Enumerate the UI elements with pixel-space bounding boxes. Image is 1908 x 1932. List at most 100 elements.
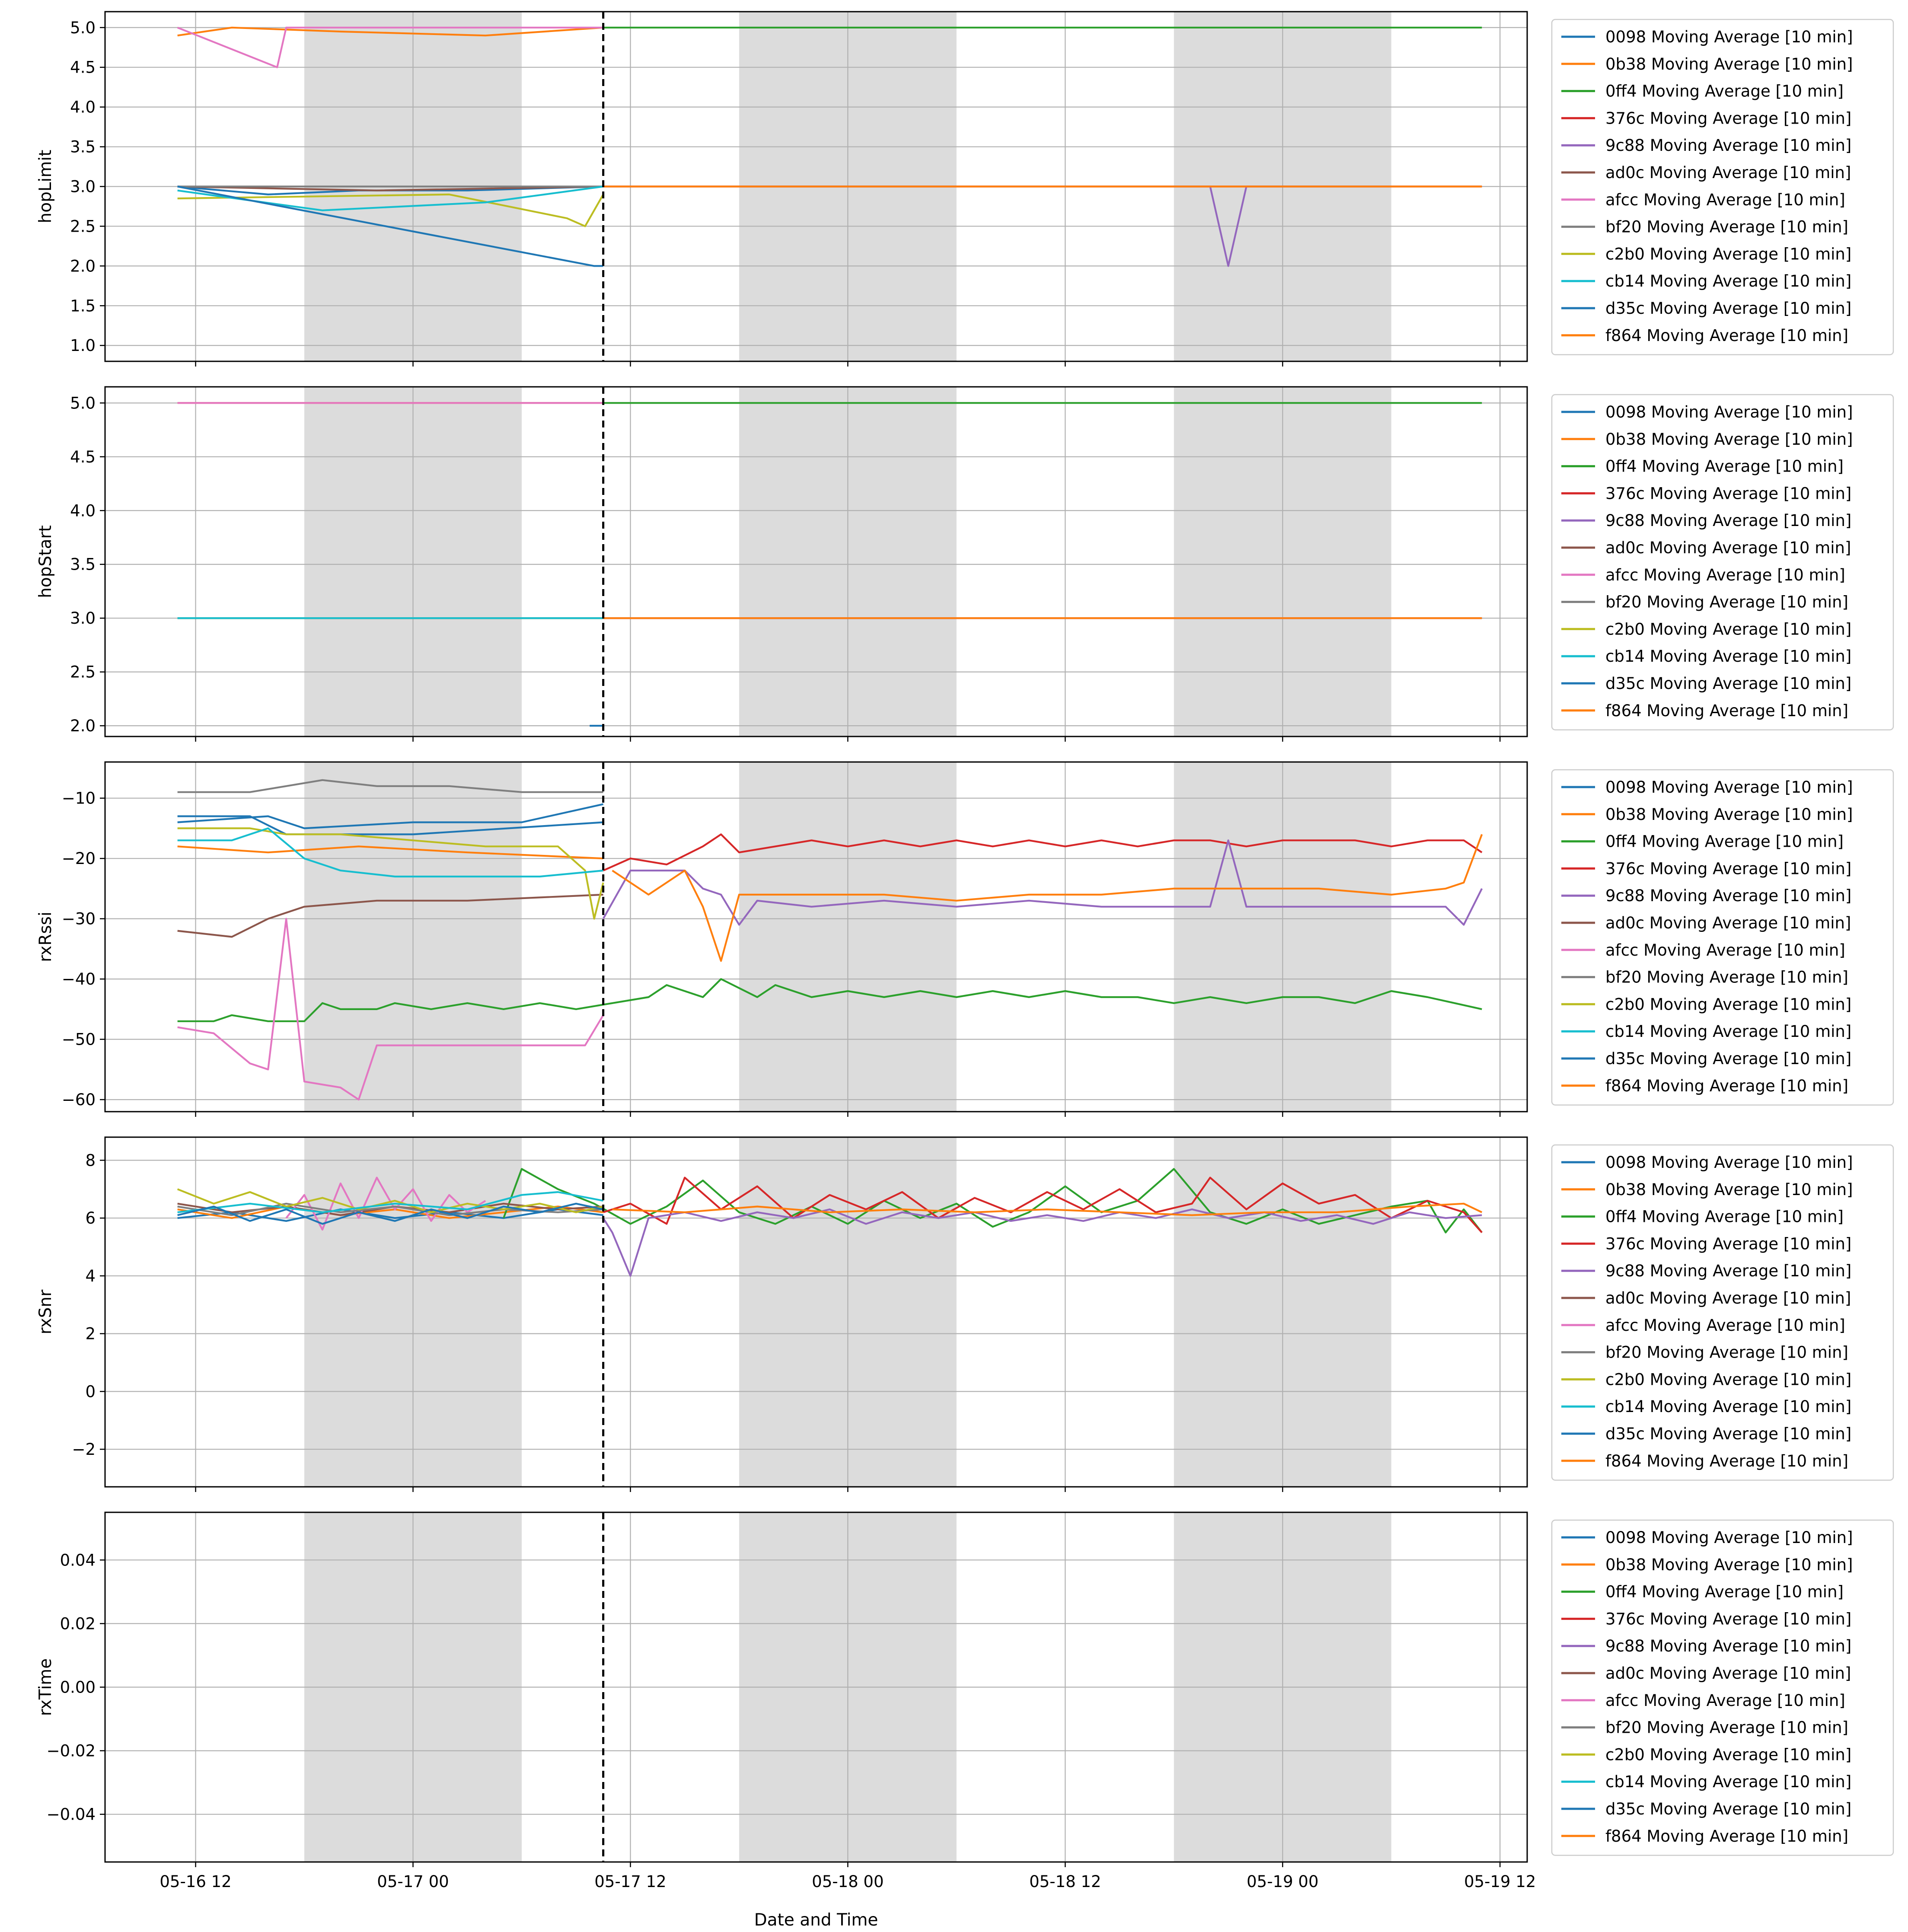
legend-entry: 0b38 Moving Average [10 min] — [1605, 1180, 1853, 1199]
legend-frame — [1551, 769, 1894, 1106]
legend-entry: ad0c Moving Average [10 min] — [1605, 1664, 1851, 1683]
series-line — [177, 893, 603, 938]
legend-entry: f864 Moving Average [10 min] — [1605, 1077, 1848, 1095]
legend: 0098 Moving Average [10 min] 0b38 Moving … — [1551, 394, 1894, 730]
series-group — [177, 1168, 1483, 1277]
legend-entry: d35c Moving Average [10 min] — [1605, 1800, 1851, 1818]
legend-entry: 0ff4 Moving Average [10 min] — [1605, 1208, 1844, 1226]
legend-frame — [1551, 394, 1894, 730]
y-tick-label: 8 — [85, 1151, 96, 1170]
y-tick-label: 4.5 — [70, 58, 96, 77]
series-line — [177, 779, 603, 793]
y-tick-label: −60 — [62, 1090, 96, 1109]
legend-entry: afcc Moving Average [10 min] — [1605, 941, 1845, 960]
x-tick-label: 05-19 12 — [1464, 1872, 1536, 1891]
series-line — [285, 1176, 486, 1231]
plot-frame — [104, 386, 1528, 737]
legend-entry: ad0c Moving Average [10 min] — [1605, 914, 1851, 932]
legend-entry: ad0c Moving Average [10 min] — [1605, 1289, 1851, 1307]
y-tick-label: −0.04 — [47, 1805, 96, 1824]
legend-entry: 0098 Moving Average [10 min] — [1605, 28, 1853, 46]
subplot-hopLimit: 1.0 1.5 2.0 2.5 3.0 3.5 4.0 4.5 5.0 hopLimit 0098 … — [36, 11, 1894, 367]
y-tick-label: 3.5 — [70, 138, 96, 156]
y-tick-label: 2.5 — [70, 217, 96, 236]
y-tick-label: 4.0 — [70, 501, 96, 520]
legend-entry: d35c Moving Average [10 min] — [1605, 1049, 1851, 1068]
legend-entry: 9c88 Moving Average [10 min] — [1605, 1637, 1851, 1655]
legend-entry: bf20 Moving Average [10 min] — [1605, 593, 1848, 612]
y-tick-label: −0.02 — [47, 1742, 96, 1760]
series-line — [177, 1191, 603, 1213]
x-axis-title: Date and Time — [754, 1910, 878, 1930]
legend-entry: 376c Moving Average [10 min] — [1605, 859, 1851, 878]
subplot-rxRssi: −60 −50 −40 −30 −20 −10 rxRssi 0098 Moving Aver… — [36, 761, 1894, 1117]
x-tick-label: 05-18 00 — [812, 1872, 884, 1891]
y-tick-label: 6 — [85, 1209, 96, 1227]
legend-entry: 9c88 Moving Average [10 min] — [1605, 1262, 1851, 1280]
y-tick-label: 4 — [85, 1267, 96, 1285]
legend-entry: 376c Moving Average [10 min] — [1605, 109, 1851, 128]
x-tick-label: 05-16 12 — [160, 1872, 231, 1891]
series-line — [177, 978, 1482, 1022]
y-tick-label: 5.0 — [70, 394, 96, 412]
legend-entry: 0b38 Moving Average [10 min] — [1605, 805, 1853, 824]
legend-entry: d35c Moving Average [10 min] — [1605, 1425, 1851, 1443]
y-axis-title: rxRssi — [36, 912, 55, 962]
series-line — [503, 1168, 1483, 1234]
legend-frame — [1551, 1144, 1894, 1481]
legend-entry: c2b0 Moving Average [10 min] — [1605, 245, 1851, 263]
y-tick-label: −40 — [62, 970, 96, 988]
x-tick-label: 05-19 00 — [1247, 1872, 1318, 1891]
legend-entry: 0ff4 Moving Average [10 min] — [1605, 1583, 1844, 1601]
series-group — [177, 402, 1482, 727]
legend-entry: cb14 Moving Average [10 min] — [1605, 1022, 1851, 1041]
y-tick-label: 2.0 — [70, 717, 96, 735]
x-tick-label: 05-18 12 — [1029, 1872, 1101, 1891]
y-tick-label: 0.04 — [60, 1551, 96, 1569]
legend-entry: 0b38 Moving Average [10 min] — [1605, 1556, 1853, 1574]
series-line — [177, 1202, 603, 1225]
legend-entry: 0098 Moving Average [10 min] — [1605, 403, 1853, 421]
y-tick-label: 3.0 — [70, 178, 96, 196]
legend-entry: c2b0 Moving Average [10 min] — [1605, 620, 1851, 638]
legend-entry: ad0c Moving Average [10 min] — [1605, 539, 1851, 557]
legend-entry: afcc Moving Average [10 min] — [1605, 566, 1845, 584]
y-axis-title: rxTime — [36, 1658, 55, 1716]
x-tick-label: 05-17 00 — [377, 1872, 449, 1891]
series-line — [177, 827, 603, 878]
series-line — [177, 26, 603, 68]
y-tick-label: 2.0 — [70, 257, 96, 275]
x-tick-label: 05-17 12 — [594, 1872, 666, 1891]
legend: 0098 Moving Average [10 min] 0b38 Moving … — [1551, 1144, 1894, 1481]
series-line — [612, 834, 1483, 962]
subplot-hopStart: 2.0 2.5 3.0 3.5 4.0 4.5 5.0 hopStart 0098 Moving… — [36, 386, 1894, 742]
legend: 0098 Moving Average [10 min] 0b38 Moving … — [1551, 19, 1894, 355]
legend-entry: 376c Moving Average [10 min] — [1605, 484, 1851, 503]
legend-entry: d35c Moving Average [10 min] — [1605, 674, 1851, 693]
legend: 0098 Moving Average [10 min] 0b38 Moving … — [1551, 769, 1894, 1106]
legend-entry: ad0c Moving Average [10 min] — [1605, 163, 1851, 182]
y-tick-label: −50 — [62, 1030, 96, 1049]
legend-entry: 0b38 Moving Average [10 min] — [1605, 55, 1853, 73]
y-tick-label: 1.5 — [70, 296, 96, 315]
series-line — [177, 827, 604, 920]
y-tick-label: −10 — [62, 789, 96, 808]
y-tick-label: 2.5 — [70, 663, 96, 682]
legend-entry: 0ff4 Moving Average [10 min] — [1605, 457, 1844, 476]
legend-entry: 0b38 Moving Average [10 min] — [1605, 430, 1853, 449]
legend-entry: afcc Moving Average [10 min] — [1605, 1316, 1845, 1335]
legend-entry: c2b0 Moving Average [10 min] — [1605, 1745, 1851, 1764]
series-line — [177, 193, 604, 227]
y-tick-label: −30 — [62, 910, 96, 928]
legend-entry: bf20 Moving Average [10 min] — [1605, 968, 1848, 987]
series-line — [177, 803, 603, 829]
legend-entry: afcc Moving Average [10 min] — [1605, 191, 1845, 209]
legend-entry: bf20 Moving Average [10 min] — [1605, 218, 1848, 236]
subplot-stack: 1.0 1.5 2.0 2.5 3.0 3.5 4.0 4.5 5.0 hopLimit 0098 … — [36, 11, 1894, 1891]
legend-entry: bf20 Moving Average [10 min] — [1605, 1343, 1848, 1362]
legend-frame — [1551, 1519, 1894, 1856]
legend-entry: 376c Moving Average [10 min] — [1605, 1234, 1851, 1253]
y-tick-label: 2 — [85, 1325, 96, 1343]
legend-entry: afcc Moving Average [10 min] — [1605, 1691, 1845, 1710]
